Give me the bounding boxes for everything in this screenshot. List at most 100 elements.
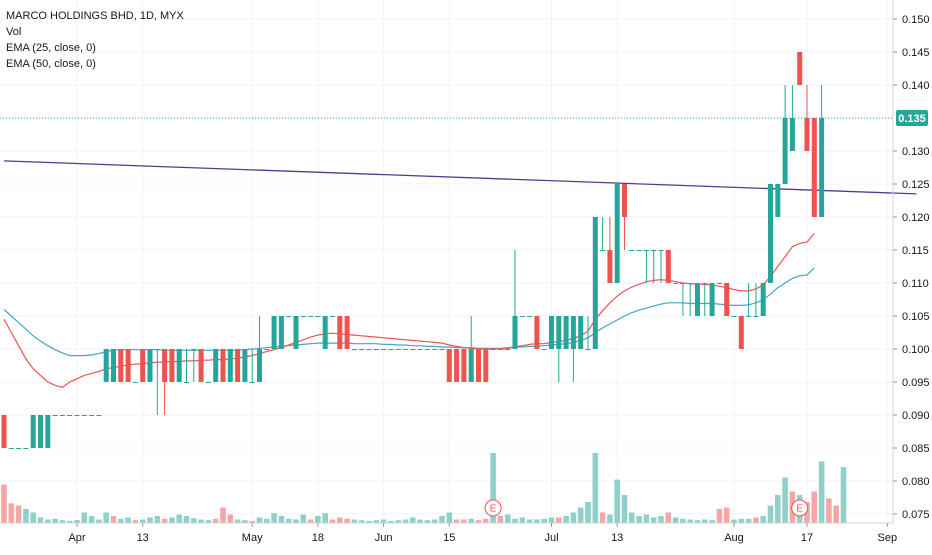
earnings-marker-label: E [490, 504, 497, 515]
candle-body [673, 283, 679, 284]
candle-body [687, 283, 693, 284]
candle [563, 316, 569, 349]
candle-body [38, 415, 43, 448]
candle-body [235, 349, 241, 382]
candle-body [147, 349, 153, 382]
earnings-marker[interactable]: E [791, 499, 809, 517]
candle-body [651, 250, 657, 251]
candle-body [344, 316, 350, 349]
volume-bar [490, 453, 496, 523]
candle [351, 349, 357, 350]
volume-bar [198, 519, 204, 523]
earnings-marker[interactable]: E [484, 499, 502, 517]
candle-body [169, 349, 175, 382]
candle-body [176, 349, 182, 382]
candle [308, 316, 314, 317]
candle-body [373, 349, 379, 350]
candle-body [16, 448, 22, 449]
volume-bar [439, 516, 445, 523]
candle [673, 283, 679, 284]
volume-bar [264, 518, 270, 523]
candle [738, 316, 744, 349]
candle-body [403, 349, 408, 350]
candle [344, 316, 350, 349]
candle-body [811, 118, 817, 217]
volume-bar [512, 518, 518, 523]
candle-body [67, 415, 73, 416]
candle [118, 349, 124, 382]
candle-body [322, 316, 328, 349]
candle [424, 349, 430, 350]
candle [549, 316, 554, 349]
candle-body [585, 349, 591, 350]
candle [527, 316, 533, 317]
candle [8, 448, 14, 449]
candle [293, 316, 299, 349]
candle-body [724, 283, 730, 316]
candle-body [789, 118, 795, 151]
candle-body [738, 316, 744, 349]
candle [607, 217, 613, 283]
volume-bar [702, 519, 708, 523]
candle [461, 349, 467, 382]
candle [519, 316, 525, 317]
volume-bar [358, 520, 365, 523]
candle-body [658, 250, 664, 251]
candle [198, 349, 204, 382]
time-tick-label: 17 [801, 532, 813, 544]
candle [658, 250, 664, 283]
candle-body [680, 283, 686, 284]
candle [227, 349, 233, 382]
volume-bar [723, 507, 730, 523]
candle [432, 349, 438, 350]
legend-title[interactable]: MARCO HOLDINGS BHD, 1D, MYX [6, 10, 184, 22]
candle-body [220, 349, 226, 382]
candle [59, 415, 65, 416]
volume-bar [132, 520, 139, 523]
current-price-label-text: 0.135 [898, 113, 926, 125]
candle-body [103, 349, 109, 382]
legend-ema25[interactable]: EMA (25, close, 0) [6, 42, 96, 54]
candle-body [140, 349, 146, 382]
candle [651, 250, 657, 283]
candle [600, 217, 606, 251]
time-tick-label: 13 [611, 532, 623, 544]
volume-bar [234, 519, 241, 523]
candle-body [541, 349, 547, 350]
candle-body [132, 382, 138, 383]
volume-bar [665, 512, 672, 523]
candle-body [118, 349, 124, 382]
volume-bar [52, 518, 58, 523]
candle-body [476, 349, 481, 382]
volume-bar [139, 519, 146, 523]
volume-bar [30, 512, 36, 523]
candle-body [330, 316, 335, 317]
volume-bar [694, 520, 701, 523]
volume-bar [760, 516, 766, 523]
candle-body [716, 283, 722, 284]
volume-bar [548, 517, 555, 523]
legend-volume[interactable]: Vol [6, 26, 22, 38]
candle-body [89, 415, 95, 416]
price-tick-label: 0.125 [902, 179, 930, 191]
candle [687, 283, 693, 316]
volume-bar [738, 518, 745, 523]
candle-body [607, 250, 613, 283]
price-tick-label: 0.105 [902, 311, 930, 323]
volume-bar [614, 479, 620, 523]
volume-bar [592, 453, 599, 523]
candle [592, 217, 598, 349]
candle-body [497, 349, 503, 350]
candle-body [702, 283, 708, 284]
volume-bar [468, 518, 474, 523]
candle [490, 349, 496, 350]
candle [476, 349, 481, 382]
candle [242, 349, 248, 382]
candle [636, 250, 642, 251]
candle [220, 349, 226, 382]
candle-body [249, 382, 255, 383]
legend-ema50[interactable]: EMA (50, close, 0) [6, 58, 96, 70]
candle [140, 349, 146, 382]
